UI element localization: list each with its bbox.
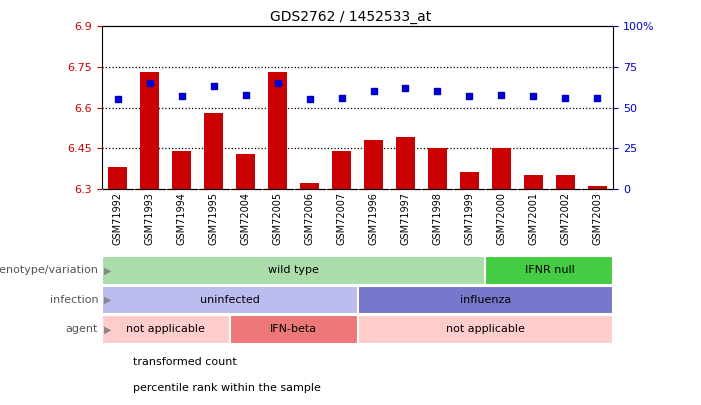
Bar — [172, 151, 191, 189]
Bar — [236, 153, 255, 189]
Text: GSM71995: GSM71995 — [209, 192, 219, 245]
Text: wild type: wild type — [268, 265, 319, 275]
Point — [400, 85, 411, 91]
Bar — [204, 113, 223, 189]
Text: uninfected: uninfected — [200, 295, 259, 305]
Text: GSM72001: GSM72001 — [529, 192, 538, 245]
Point — [336, 94, 347, 101]
Text: GSM71994: GSM71994 — [177, 192, 186, 245]
Point — [496, 91, 507, 98]
Bar — [396, 137, 415, 189]
Point — [528, 93, 539, 99]
Bar — [492, 148, 511, 189]
Bar — [524, 175, 543, 189]
Point — [368, 88, 379, 94]
Point — [240, 91, 251, 98]
Bar — [230, 315, 358, 344]
Point — [464, 93, 475, 99]
Bar — [428, 148, 447, 189]
Bar — [102, 315, 230, 344]
Point — [176, 93, 187, 99]
Text: GSM72006: GSM72006 — [304, 192, 315, 245]
Bar — [108, 167, 128, 189]
Text: ▶: ▶ — [104, 295, 112, 305]
Bar — [332, 151, 351, 189]
Point — [592, 94, 603, 101]
Bar — [140, 72, 159, 189]
Text: transformed count: transformed count — [133, 357, 237, 367]
Text: GSM72004: GSM72004 — [240, 192, 250, 245]
Text: GSM71998: GSM71998 — [433, 192, 442, 245]
Text: GSM71996: GSM71996 — [369, 192, 379, 245]
Point — [272, 80, 283, 86]
Text: IFNR null: IFNR null — [524, 265, 574, 275]
Text: GDS2762 / 1452533_at: GDS2762 / 1452533_at — [270, 10, 431, 24]
Bar — [556, 175, 575, 189]
Text: IFN-beta: IFN-beta — [270, 324, 317, 335]
Text: ▶: ▶ — [104, 324, 112, 335]
Point — [304, 96, 315, 102]
Point — [144, 80, 155, 86]
Bar — [358, 315, 613, 344]
Text: GSM72002: GSM72002 — [560, 192, 571, 245]
Bar — [268, 72, 287, 189]
Text: GSM71993: GSM71993 — [144, 192, 155, 245]
Bar — [485, 256, 613, 285]
Point — [560, 94, 571, 101]
Bar — [460, 173, 479, 189]
Bar — [588, 186, 607, 189]
Text: not applicable: not applicable — [126, 324, 205, 335]
Text: not applicable: not applicable — [446, 324, 525, 335]
Text: influenza: influenza — [460, 295, 511, 305]
Point — [432, 88, 443, 94]
Point — [208, 83, 219, 90]
Text: agent: agent — [66, 324, 98, 335]
Text: percentile rank within the sample: percentile rank within the sample — [133, 383, 321, 393]
Text: GSM72003: GSM72003 — [592, 192, 602, 245]
Text: GSM72000: GSM72000 — [496, 192, 506, 245]
Bar — [358, 286, 613, 314]
Text: GSM71997: GSM71997 — [400, 192, 411, 245]
Text: infection: infection — [50, 295, 98, 305]
Text: GSM71992: GSM71992 — [113, 192, 123, 245]
Text: genotype/variation: genotype/variation — [0, 265, 98, 275]
Bar — [102, 256, 485, 285]
Bar — [300, 183, 319, 189]
Text: GSM72005: GSM72005 — [273, 192, 283, 245]
Point — [112, 96, 123, 102]
Bar — [102, 286, 358, 314]
Text: ▶: ▶ — [104, 265, 112, 275]
Text: GSM72007: GSM72007 — [336, 192, 346, 245]
Bar — [364, 140, 383, 189]
Text: GSM71999: GSM71999 — [465, 192, 475, 245]
